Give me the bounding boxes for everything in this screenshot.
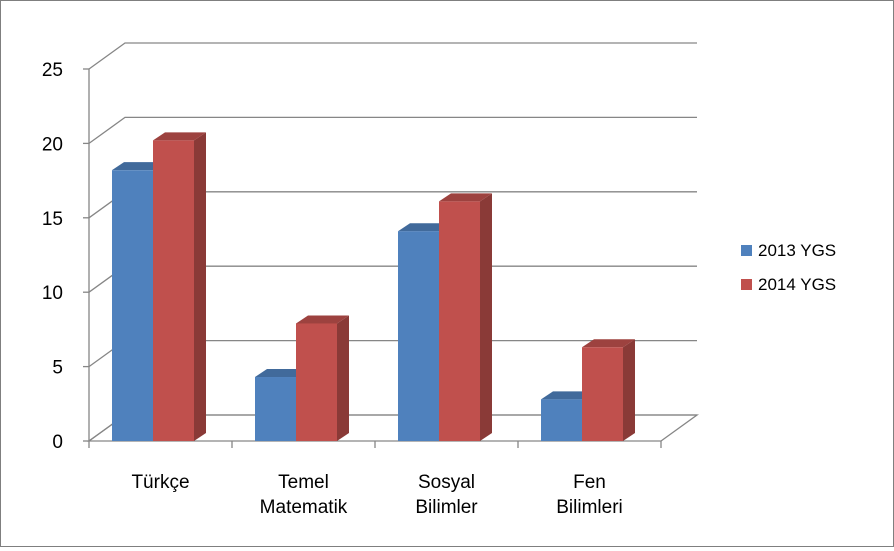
bar-front-face — [439, 201, 480, 441]
y-axis-tick-label: 5 — [52, 358, 63, 379]
legend-swatch — [741, 279, 752, 290]
y-axis-tick-label: 10 — [42, 283, 63, 304]
axes — [83, 68, 662, 448]
legend-label: 2013 YGS — [758, 241, 836, 260]
bar-top-face — [541, 391, 594, 400]
bar-series-2 — [153, 132, 206, 441]
bar-side-face — [623, 339, 635, 441]
x-axis-category-label: Temel Matematik — [260, 472, 348, 518]
bar-top-face — [153, 132, 206, 141]
bar-front-face — [541, 399, 582, 441]
legend: 2013 YGS 2014 YGS — [741, 241, 836, 294]
bar-top-face — [112, 162, 165, 171]
legend-item: 2014 YGS — [741, 275, 836, 294]
bars — [112, 132, 635, 441]
bar-side-face — [337, 315, 349, 441]
bar-series-2 — [582, 339, 635, 441]
y-axis-tick-labels: 0 5 10 15 20 25 — [42, 60, 63, 453]
bar-top-face — [582, 339, 635, 348]
bar-series-2 — [439, 193, 492, 441]
legend-swatch — [741, 245, 752, 256]
y-axis-tick-label: 25 — [42, 60, 63, 81]
legend-label: 2014 YGS — [758, 275, 836, 294]
gridline — [88, 42, 697, 70]
bar-top-face — [255, 369, 308, 378]
x-axis-category-label: Sosyal Bilimler — [415, 472, 478, 518]
bar-side-face — [480, 193, 492, 441]
x-axis-category-label: Türkçe — [131, 472, 189, 493]
bar-top-face — [439, 193, 492, 202]
x-axis-category-label: Fen Bilimleri — [556, 472, 623, 518]
y-axis-tick-label: 0 — [52, 432, 63, 453]
x-axis-category-labels: Türkçe Temel Matematik Sosyal Bilimler Fen Bil… — [131, 472, 622, 518]
y-axis-tick-label: 20 — [42, 134, 63, 155]
bar-front-face — [153, 140, 194, 441]
y-axis-tick-label: 15 — [42, 209, 63, 230]
bar-front-face — [398, 231, 439, 441]
bar-series-2 — [296, 315, 349, 441]
bar-series-1 — [255, 369, 308, 441]
bar-top-face — [398, 223, 451, 232]
bar-side-face — [194, 132, 206, 441]
gridline — [88, 116, 697, 144]
bar-front-face — [112, 170, 153, 441]
bar-front-face — [255, 377, 296, 441]
bar-top-face — [296, 315, 349, 324]
bar-front-face — [296, 323, 337, 441]
legend-item: 2013 YGS — [741, 241, 836, 260]
bar-front-face — [582, 347, 623, 441]
